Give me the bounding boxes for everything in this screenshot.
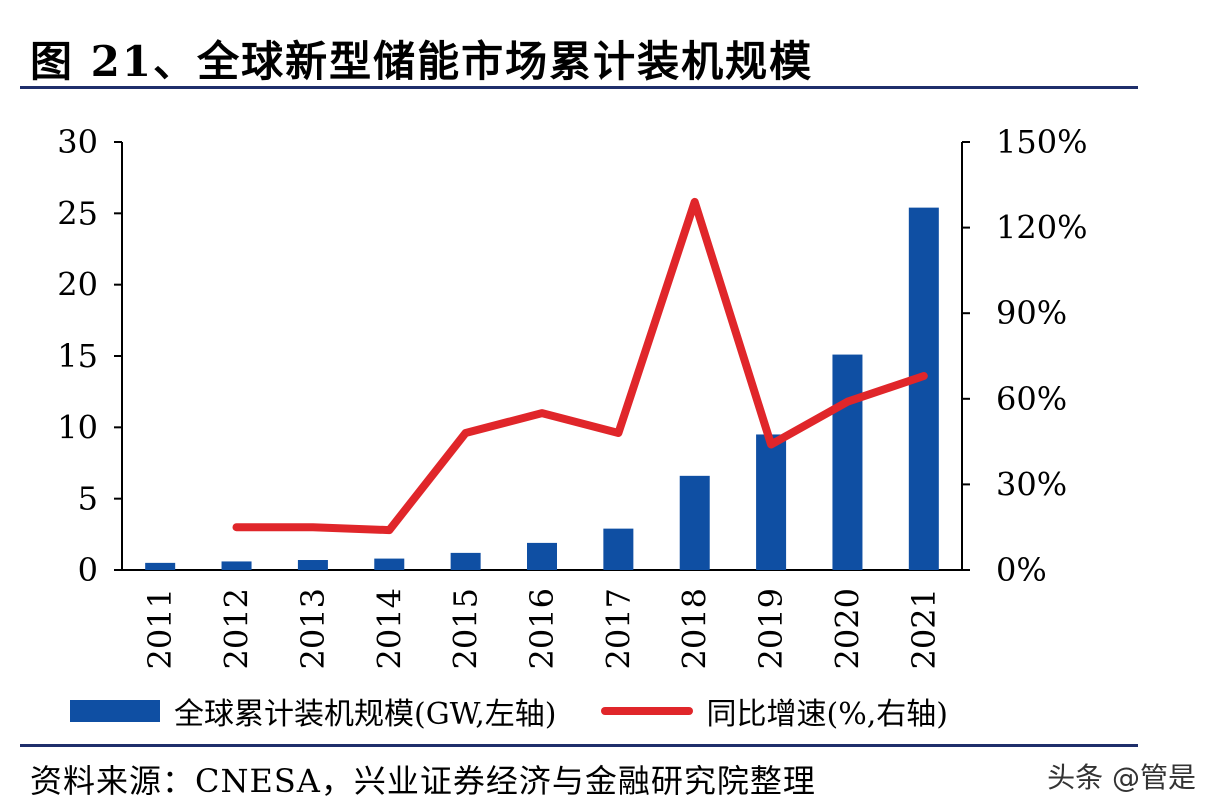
legend: 全球累计装机规模(GW,左轴) 同比增速(%,右轴) bbox=[70, 688, 1150, 734]
watermark: 头条 @管是 bbox=[1047, 761, 1196, 794]
bar-2012 bbox=[221, 561, 252, 570]
left-tick-label: 20 bbox=[57, 266, 98, 304]
right-tick-label: 30% bbox=[996, 465, 1067, 503]
bottom-rule bbox=[20, 744, 1138, 747]
x-tick-label: 2011 bbox=[141, 588, 179, 669]
right-tick-label: 150% bbox=[996, 123, 1087, 161]
left-tick-label: 10 bbox=[57, 408, 98, 446]
bar-2013 bbox=[297, 560, 328, 570]
legend-item-line: 同比增速(%,右轴) bbox=[600, 689, 948, 733]
top-rule bbox=[20, 86, 1138, 89]
bar-2021 bbox=[908, 207, 939, 571]
left-tick-label: 0 bbox=[78, 551, 98, 589]
bar-2019 bbox=[756, 434, 787, 570]
chart-title: 图 21、全球新型储能市场累计装机规模 bbox=[30, 37, 814, 86]
left-tick-label: 30 bbox=[57, 123, 98, 161]
legend-line-label: 同比增速(%,右轴) bbox=[706, 697, 948, 732]
bar-2017 bbox=[603, 528, 634, 570]
left-tick-label: 25 bbox=[57, 194, 98, 232]
bar-2016 bbox=[527, 542, 557, 570]
right-tick-label: 120% bbox=[996, 209, 1087, 247]
right-tick-label: 0% bbox=[996, 551, 1047, 589]
left-axis: 0 5 10 15 20 25 30 bbox=[57, 123, 962, 589]
x-tick-label: 2018 bbox=[676, 588, 714, 669]
legend-item-bars: 全球累计装机规模(GW,左轴) bbox=[70, 689, 557, 733]
source-note: 资料来源：CNESA，兴业证券经济与金融研究院整理 bbox=[30, 762, 816, 800]
left-tick-label: 5 bbox=[78, 480, 98, 518]
x-tick-label: 2012 bbox=[218, 588, 256, 669]
x-tick-label: 2014 bbox=[370, 588, 408, 669]
growth-line bbox=[232, 197, 928, 535]
right-tick-label: 90% bbox=[996, 294, 1067, 332]
x-tick-label: 2020 bbox=[828, 588, 866, 669]
left-tick-label: 15 bbox=[57, 337, 98, 375]
x-axis-labels: 2011 2012 2013 2014 2015 2016 2017 2018 2019 2020… bbox=[141, 588, 943, 669]
legend-line-swatch bbox=[600, 707, 693, 715]
bar-2014 bbox=[374, 558, 405, 570]
x-tick-label: 2015 bbox=[447, 588, 485, 669]
bar-series bbox=[145, 207, 939, 571]
x-tick-label: 2017 bbox=[599, 588, 637, 669]
bar-2020 bbox=[832, 354, 863, 570]
x-tick-label: 2013 bbox=[294, 588, 332, 669]
legend-bar-swatch bbox=[70, 700, 160, 722]
right-tick-label: 60% bbox=[996, 380, 1067, 418]
x-tick-label: 2021 bbox=[905, 588, 943, 669]
bar-2015 bbox=[450, 552, 481, 570]
x-tick-label: 2016 bbox=[523, 588, 561, 669]
line-series bbox=[232, 197, 928, 535]
legend-bar-label: 全球累计装机规模(GW,左轴) bbox=[174, 697, 557, 732]
right-axis: 0% 30% 60% 90% 120% 150% bbox=[961, 123, 1087, 589]
x-tick-label: 2019 bbox=[752, 588, 790, 669]
bar-2011 bbox=[145, 562, 176, 570]
bar-2018 bbox=[679, 475, 710, 570]
